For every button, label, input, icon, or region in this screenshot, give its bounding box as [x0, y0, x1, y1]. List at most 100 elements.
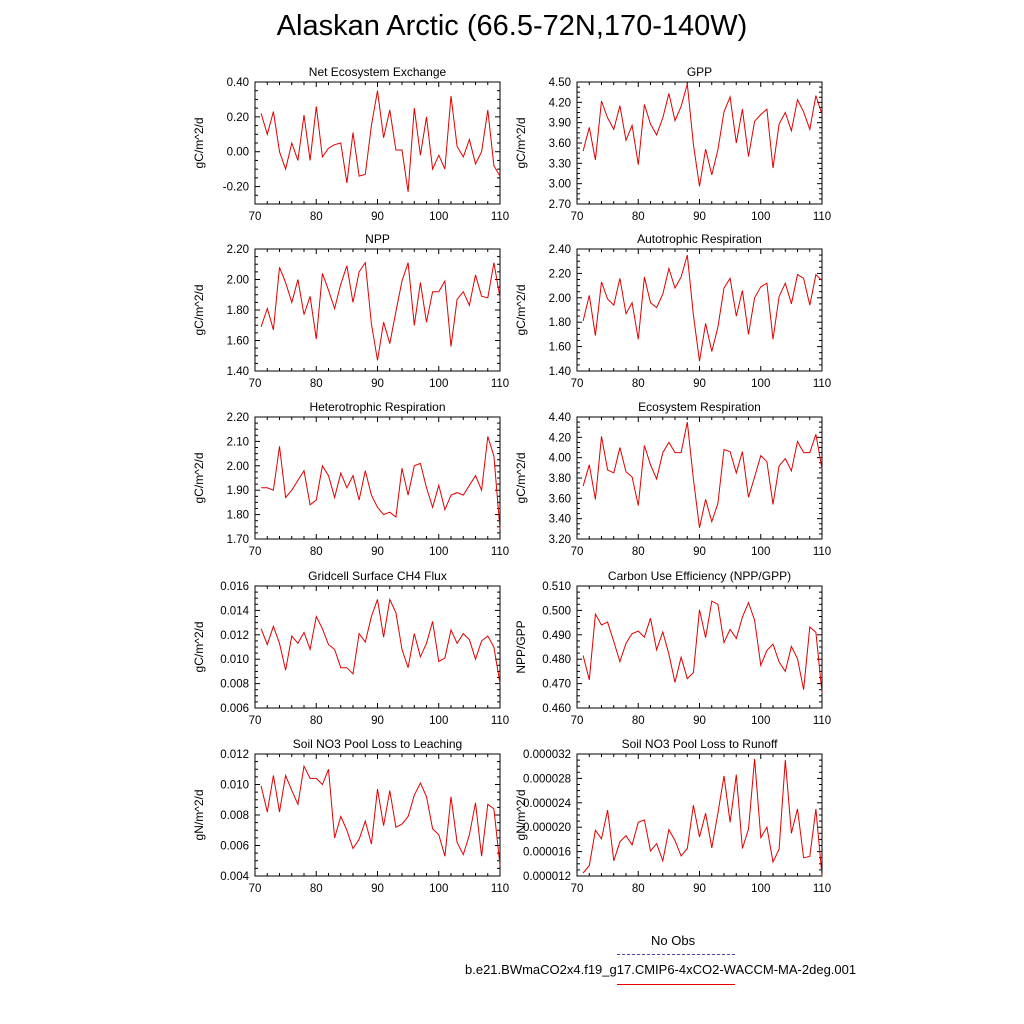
- plot-frame: [254, 416, 501, 540]
- y-tick-label: 1.80: [227, 305, 249, 317]
- panel-title: Ecosystem Respiration: [638, 400, 761, 414]
- panel-title: Heterotrophic Respiration: [309, 400, 445, 414]
- chart-panel-5: Heterotrophic Respiration gC/m^2/d 70 80 90 1…: [192, 400, 509, 558]
- y-tick-label: 0.000028: [523, 773, 571, 785]
- y-tick-label: 3.90: [549, 118, 571, 130]
- series-line: [582, 758, 823, 877]
- y-tick-label: 1.90: [227, 485, 249, 497]
- y-tick-label: 3.30: [549, 158, 571, 170]
- x-tick-label: 110: [491, 546, 509, 558]
- y-tick-label: 3.40: [549, 514, 571, 526]
- y-tick-label: 2.00: [549, 293, 571, 305]
- y-tick-label: 0.480: [542, 654, 571, 666]
- chart-panel-9: Soil NO3 Pool Loss to Leaching gN/m^2/d 70…: [192, 737, 509, 895]
- series-line: [582, 422, 823, 528]
- y-axis-label: gC/m^2/d: [514, 118, 528, 169]
- x-tick-label: 110: [813, 883, 831, 895]
- y-axis-label: gC/m^2/d: [192, 453, 206, 504]
- y-tick-label: 0.000032: [523, 749, 571, 761]
- y-tick-label: 1.60: [227, 336, 249, 348]
- y-axis-label: NPP/GPP: [514, 620, 528, 673]
- x-tick-label: 80: [310, 883, 323, 895]
- x-tick-label: 90: [693, 546, 706, 558]
- y-tick-label: 0.010: [220, 780, 249, 792]
- x-tick-label: 70: [249, 715, 262, 727]
- x-tick-label: 100: [429, 883, 448, 895]
- y-tick-label: 3.20: [549, 534, 571, 546]
- panel-title: Soil NO3 Pool Loss to Leaching: [293, 737, 462, 751]
- y-tick-label: 0.012: [220, 749, 249, 761]
- y-tick-label: 2.40: [549, 244, 571, 256]
- chart-panel-7: Gridcell Surface CH4 Flux gC/m^2/d 70 80 90 1…: [192, 569, 509, 727]
- y-tick-label: 0.510: [542, 581, 571, 593]
- y-tick-label: 2.00: [227, 461, 249, 473]
- y-tick-label: -0.20: [223, 182, 249, 194]
- chart-panel-8: Carbon Use Efficiency (NPP/GPP) NPP/GPP 70…: [514, 569, 831, 727]
- x-tick-label: 100: [429, 715, 448, 727]
- y-tick-label: 2.00: [227, 275, 249, 287]
- x-tick-label: 100: [751, 546, 770, 558]
- y-tick-label: 0.006: [220, 841, 249, 853]
- legend-obs-line: [617, 954, 735, 955]
- y-tick-label: 0.008: [220, 679, 249, 691]
- y-tick-label: 2.20: [227, 244, 249, 256]
- y-tick-label: 4.40: [549, 412, 571, 424]
- chart-panel-2: GPP gC/m^2/d 70 80 90 100 110 2.70 3.00 3.30 3.60 3…: [514, 65, 831, 223]
- y-tick-label: 1.70: [227, 534, 249, 546]
- legend-model-line: [617, 984, 735, 985]
- x-tick-label: 100: [429, 211, 448, 223]
- y-tick-label: 2.20: [227, 412, 249, 424]
- y-tick-label: 1.80: [549, 317, 571, 329]
- series-line: [260, 597, 501, 684]
- series-line: [582, 254, 823, 362]
- plot-frame: [254, 585, 501, 709]
- y-tick-label: 1.40: [549, 366, 571, 378]
- panel-title: Autotrophic Respiration: [637, 232, 762, 246]
- x-tick-label: 70: [571, 715, 584, 727]
- y-tick-label: 2.70: [549, 199, 571, 211]
- chart-panel-6: Ecosystem Respiration gC/m^2/d 70 80 90 100 11…: [514, 400, 831, 558]
- x-tick-label: 100: [751, 715, 770, 727]
- y-tick-label: 0.000016: [523, 847, 571, 859]
- x-tick-label: 100: [751, 211, 770, 223]
- y-axis-label: gN/m^2/d: [192, 790, 206, 841]
- y-tick-label: 0.20: [227, 112, 249, 124]
- y-tick-label: 4.20: [549, 97, 571, 109]
- series-line: [260, 764, 501, 866]
- x-tick-label: 90: [371, 211, 384, 223]
- y-tick-label: 3.00: [549, 179, 571, 191]
- y-tick-label: 0.016: [220, 581, 249, 593]
- y-tick-label: 0.470: [542, 679, 571, 691]
- x-tick-label: 70: [249, 546, 262, 558]
- chart-panel-3: NPP gC/m^2/d 70 80 90 100 110 1.40 1.60 1.80 2.00 2…: [192, 232, 509, 390]
- panel-title: Carbon Use Efficiency (NPP/GPP): [608, 569, 791, 583]
- x-tick-label: 90: [693, 715, 706, 727]
- y-tick-label: 0.500: [542, 605, 571, 617]
- x-tick-label: 80: [632, 715, 645, 727]
- y-axis-label: gC/m^2/d: [514, 453, 528, 504]
- y-tick-label: 0.014: [220, 605, 249, 617]
- plot-frame: [576, 585, 823, 709]
- plot-frame: [576, 416, 823, 540]
- series-line: [260, 261, 501, 361]
- x-tick-label: 70: [249, 211, 262, 223]
- y-tick-label: 2.20: [549, 268, 571, 280]
- y-tick-label: 0.00: [227, 147, 249, 159]
- y-tick-label: 3.80: [549, 473, 571, 485]
- panel-title: NPP: [365, 232, 390, 246]
- x-tick-label: 110: [813, 546, 831, 558]
- chart-panel-1: Net Ecosystem Exchange gC/m^2/d 70 80 90 100 1…: [192, 65, 509, 223]
- y-tick-label: 3.60: [549, 493, 571, 505]
- x-tick-label: 90: [693, 883, 706, 895]
- x-tick-label: 80: [632, 546, 645, 558]
- x-tick-label: 70: [571, 546, 584, 558]
- x-tick-label: 70: [571, 378, 584, 390]
- x-tick-label: 80: [310, 715, 323, 727]
- plot-frame: [576, 248, 823, 372]
- y-tick-label: 2.10: [227, 436, 249, 448]
- x-tick-label: 110: [491, 378, 509, 390]
- chart-panel-10: Soil NO3 Pool Loss to Runoff gN/m^2/d 70 80…: [514, 737, 831, 895]
- y-tick-label: 0.490: [542, 630, 571, 642]
- panel-title: Gridcell Surface CH4 Flux: [308, 569, 447, 583]
